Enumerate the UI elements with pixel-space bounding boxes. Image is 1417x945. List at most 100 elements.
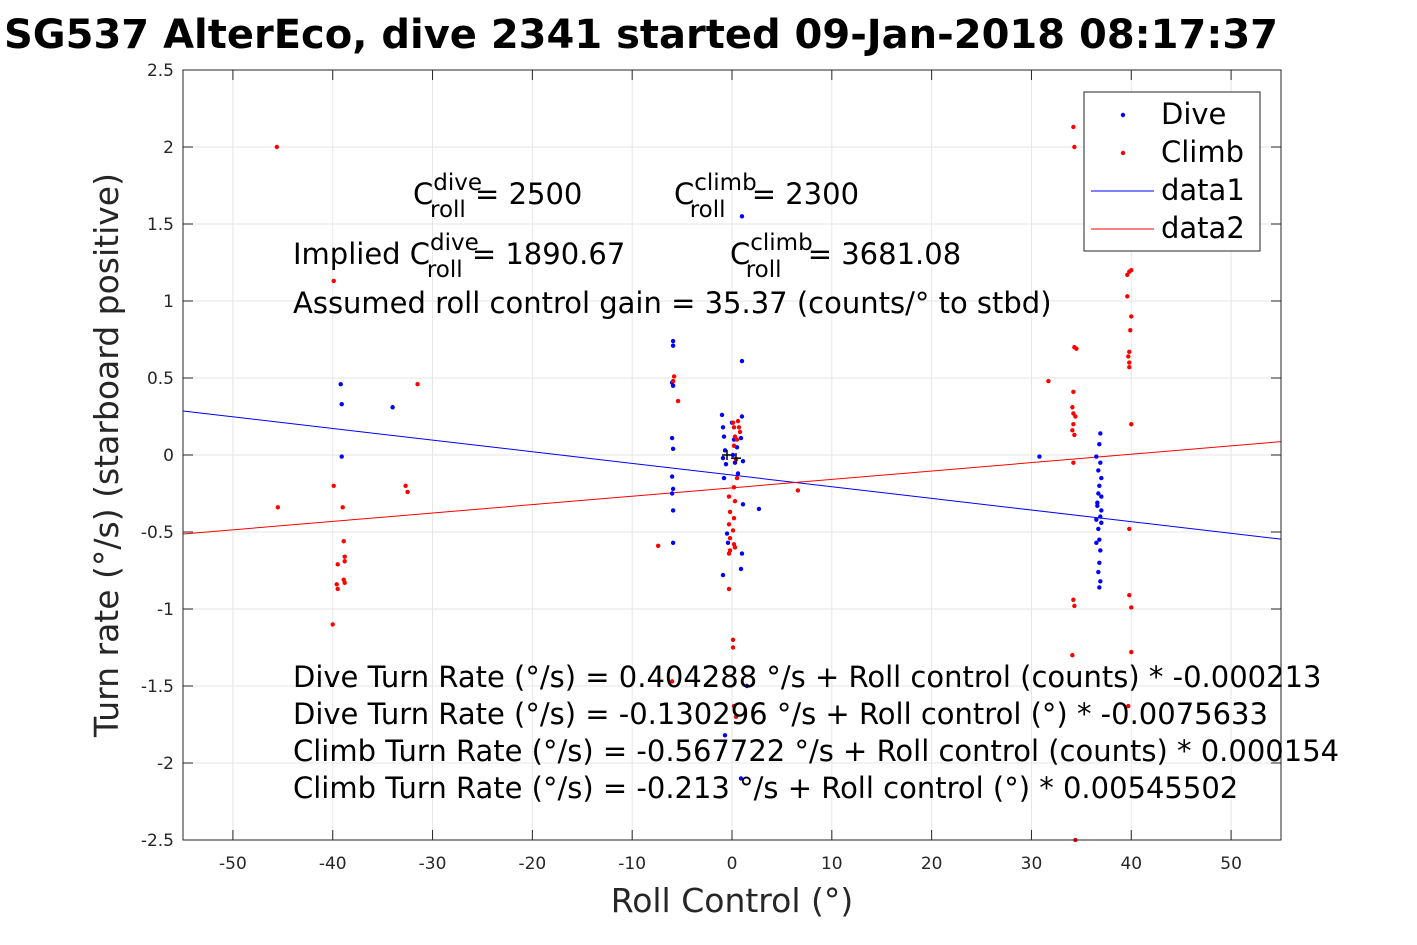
climb-point (334, 582, 339, 587)
x-tick-label: 40 (1120, 854, 1142, 874)
dive-point (670, 486, 676, 492)
implied-c-roll-climb-annotation: Cclimb roll = 3681.08 (730, 230, 961, 283)
climb-point (726, 586, 732, 592)
dive-point (1096, 468, 1101, 473)
dive-point (720, 572, 726, 578)
y-tick-label: -1.5 (141, 677, 174, 697)
dive-point (669, 435, 675, 441)
climb-point (1071, 389, 1076, 395)
climb-point (341, 539, 346, 544)
dive-point (719, 412, 725, 418)
dive-point (735, 471, 741, 476)
dive-point (720, 455, 726, 461)
climb-point (1128, 328, 1133, 333)
dive-point (739, 551, 745, 556)
climb-point (734, 475, 740, 481)
x-tick-label: -50 (219, 854, 247, 874)
climb-point (730, 637, 736, 642)
climb-point (730, 420, 736, 425)
dive-point (1094, 454, 1099, 459)
dive-point (670, 508, 676, 513)
dive-point (1096, 526, 1101, 532)
y-tick-label: -2.5 (141, 831, 174, 851)
dive-point (670, 540, 676, 545)
climb-point (1129, 605, 1134, 610)
climb-point (330, 622, 335, 627)
y-tick-label: 0 (163, 446, 174, 466)
x-tick-label: -30 (419, 854, 447, 874)
climb-point (342, 554, 347, 559)
dive-point (721, 434, 727, 439)
dive-point (739, 214, 745, 219)
climb-point (1071, 460, 1076, 465)
climb-point (1127, 592, 1132, 598)
climb-point (675, 398, 681, 404)
y-tick-label: 0.5 (147, 369, 174, 389)
climb-point (1071, 422, 1076, 427)
x-tick-label: -20 (518, 854, 546, 874)
climb-point (274, 144, 280, 150)
x-tick-label: 50 (1220, 854, 1242, 874)
dive-point (1094, 517, 1099, 522)
y-tick-label: -2 (157, 754, 174, 774)
dive-point (1096, 491, 1101, 496)
climb-point (737, 429, 743, 435)
climb-point (671, 374, 677, 379)
climb-point (1071, 124, 1076, 130)
dive-point (738, 435, 744, 441)
dive-point (1099, 520, 1104, 525)
y-tick-label: 2 (163, 138, 174, 158)
dive-point (721, 475, 727, 481)
climb-point (1127, 365, 1132, 370)
scatter-points (274, 124, 1134, 843)
dive-point (722, 448, 728, 453)
x-tick-label: 20 (921, 854, 943, 874)
climb-point (731, 425, 737, 430)
climb-point (1126, 354, 1131, 359)
origin-cross-marker (722, 450, 733, 460)
plot-frame (182, 69, 1282, 841)
climb-point (403, 483, 408, 488)
climb-point (726, 522, 732, 527)
y-axis-label: Turn rate (°/s) (starboard positive) (87, 173, 126, 738)
legend-data2-label: data2 (1161, 211, 1245, 245)
climb-point (331, 483, 336, 488)
climb-point (275, 505, 281, 510)
dive-point (338, 381, 343, 387)
dive-point (390, 405, 395, 410)
climb-point (731, 703, 737, 709)
legend-dive-marker (1120, 112, 1126, 118)
climb-point (1070, 653, 1075, 658)
climb-point (733, 714, 739, 719)
climb-point (735, 418, 741, 424)
dive-point (1099, 494, 1104, 499)
dive-point (670, 383, 676, 388)
x-tick-label: 30 (1021, 854, 1043, 874)
dive-point (1094, 540, 1099, 545)
c-roll-dive-annotation: Cdive roll = 2500 (413, 170, 582, 223)
climb-point (731, 443, 737, 448)
dive-point (1098, 579, 1103, 584)
x-tick-label: 10 (821, 854, 843, 874)
climb-point (1070, 428, 1075, 433)
climb-point (1071, 597, 1076, 602)
dive-point (1097, 483, 1102, 488)
climb-point (1129, 649, 1134, 655)
origin-cross-marker (730, 453, 741, 464)
x-tick-label: -10 (618, 854, 646, 874)
dive-point (1096, 569, 1101, 575)
climb-point (1127, 526, 1132, 532)
legend-box (1083, 91, 1261, 252)
climb-point (415, 381, 420, 387)
dive-point (739, 414, 745, 419)
chart-title: SG537 AlterEco, dive 2341 started 09-Jan… (4, 12, 1278, 58)
x-axis-label: Roll Control (°) (611, 881, 854, 920)
climb-point (736, 425, 742, 430)
climb-point (1072, 603, 1077, 609)
dive-point (730, 452, 736, 458)
climb-point (670, 378, 676, 384)
data1-fit-line (182, 410, 1282, 540)
dive-point (339, 401, 344, 407)
climb-point (1129, 268, 1134, 273)
dive-point (740, 458, 746, 464)
